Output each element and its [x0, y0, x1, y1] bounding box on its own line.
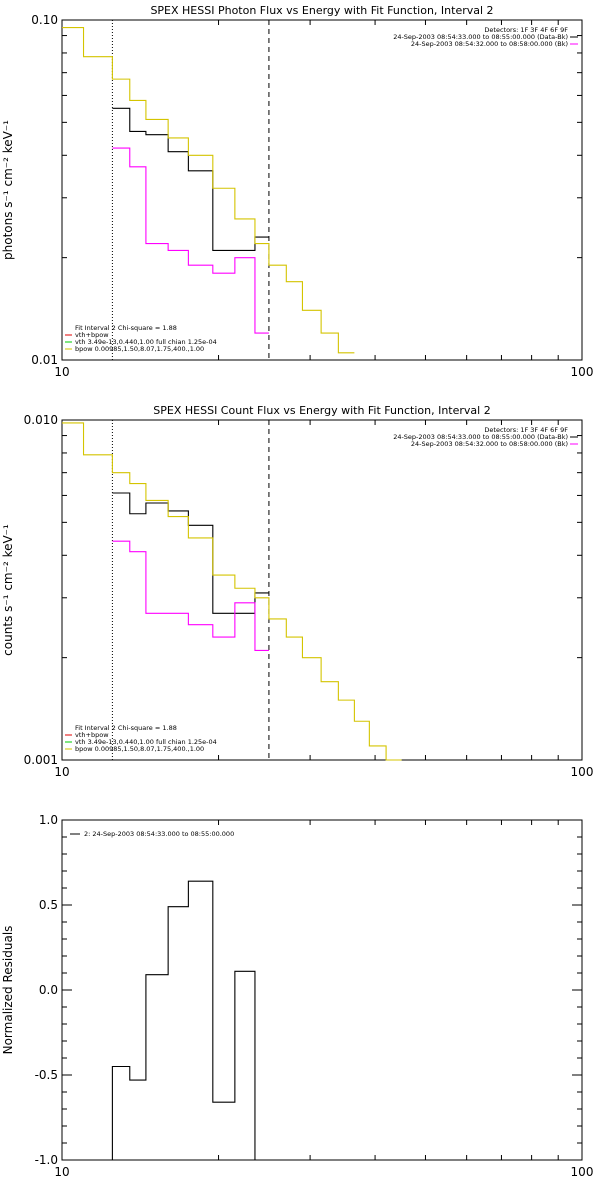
model-series: [62, 422, 402, 761]
y-tick-label: 0.5: [39, 898, 58, 912]
y-axis-label: Normalized Residuals: [1, 926, 15, 1055]
y-tick-label: 0.0: [39, 983, 58, 997]
line-series: [111, 880, 269, 1161]
y-tick-label: 0.10: [31, 13, 58, 27]
legend-top-right-entry: 24-Sep-2003 08:54:32.000 to 08:58:00.000…: [411, 40, 568, 48]
data-series: [112, 107, 269, 251]
legend-bottom-left-entry: vth 3.49e-13,0.440,1.00 full chian 1.25e…: [75, 738, 217, 746]
y-axis-label: photons s⁻¹ cm⁻² keV⁻¹: [1, 120, 15, 260]
legend-bottom-left-entry: vth+bpow: [75, 331, 109, 339]
bk-series: [112, 147, 269, 334]
plot-frame: [61, 819, 583, 1161]
y-tick-label: 0.010: [24, 413, 58, 427]
legend-top-right-entry: 24-Sep-2003 08:54:33.000 to 08:55:00.000…: [393, 33, 568, 41]
legend-bottom-left-entry: Fit Interval 2 Chi-square = 1.88: [75, 324, 177, 332]
y-tick-label: -0.5: [35, 1068, 58, 1082]
y-axis-label: counts s⁻¹ cm⁻² keV⁻¹: [1, 524, 15, 656]
legend-top-right-entry: 24-Sep-2003 08:54:33.000 to 08:55:00.000…: [393, 433, 568, 441]
y-tick-label: 0.001: [24, 753, 58, 767]
x-tick-label: 10: [54, 365, 69, 379]
legend-top-right-entry: Detectors: 1F 3F 4F 6F 9F: [484, 426, 568, 434]
y-tick-label: 1.0: [39, 813, 58, 827]
x-tick-label: 10: [54, 1165, 69, 1179]
residuals-panel: Normalized Residuals 10 100 -1.0 -0.5 0.0 0.5 1…: [1, 813, 593, 1179]
legend-bottom-left-entry: Fit Interval 2 Chi-square = 1.88: [75, 724, 177, 732]
y-tick-label: -1.0: [35, 1153, 58, 1167]
chart-title: SPEX HESSI Photon Flux vs Energy with Fi…: [150, 4, 493, 17]
x-tick-label: 100: [571, 765, 594, 779]
legend-bottom-left-entry: bpow 0.00985,1.50,8.07,1.75,400.,1.00: [75, 745, 204, 753]
x-tick-label: 100: [571, 365, 594, 379]
legend-bottom-left-entry: bpow 0.00985,1.50,8.07,1.75,400.,1.00: [75, 345, 204, 353]
legend-bottom-left-entry: vth 3.49e-13,0.440,1.00 full chian 1.25e…: [75, 338, 217, 346]
count-flux-panel: SPEX HESSI Count Flux vs Energy with Fit…: [1, 404, 593, 779]
bk-series: [112, 540, 269, 651]
legend-top-left-entry: 2: 24-Sep-2003 08:54:33.000 to 08:55:00.…: [84, 830, 234, 838]
plot-frame: [61, 19, 583, 361]
y-tick-label: 0.01: [31, 353, 58, 367]
legend-bottom-left-entry: vth+bpow: [75, 731, 109, 739]
plot-frame: [61, 419, 583, 761]
x-tick-label: 100: [571, 1165, 594, 1179]
data-series: [112, 492, 269, 614]
photon-flux-panel: SPEX HESSI Photon Flux vs Energy with Fi…: [1, 4, 593, 379]
chart-title: SPEX HESSI Count Flux vs Energy with Fit…: [153, 404, 490, 417]
legend-top-right-entry: Detectors: 1F 3F 4F 6F 9F: [484, 26, 568, 34]
model-series: [62, 27, 355, 354]
x-tick-label: 10: [54, 765, 69, 779]
legend-top-right-entry: 24-Sep-2003 08:54:32.000 to 08:58:00.000…: [411, 440, 568, 448]
